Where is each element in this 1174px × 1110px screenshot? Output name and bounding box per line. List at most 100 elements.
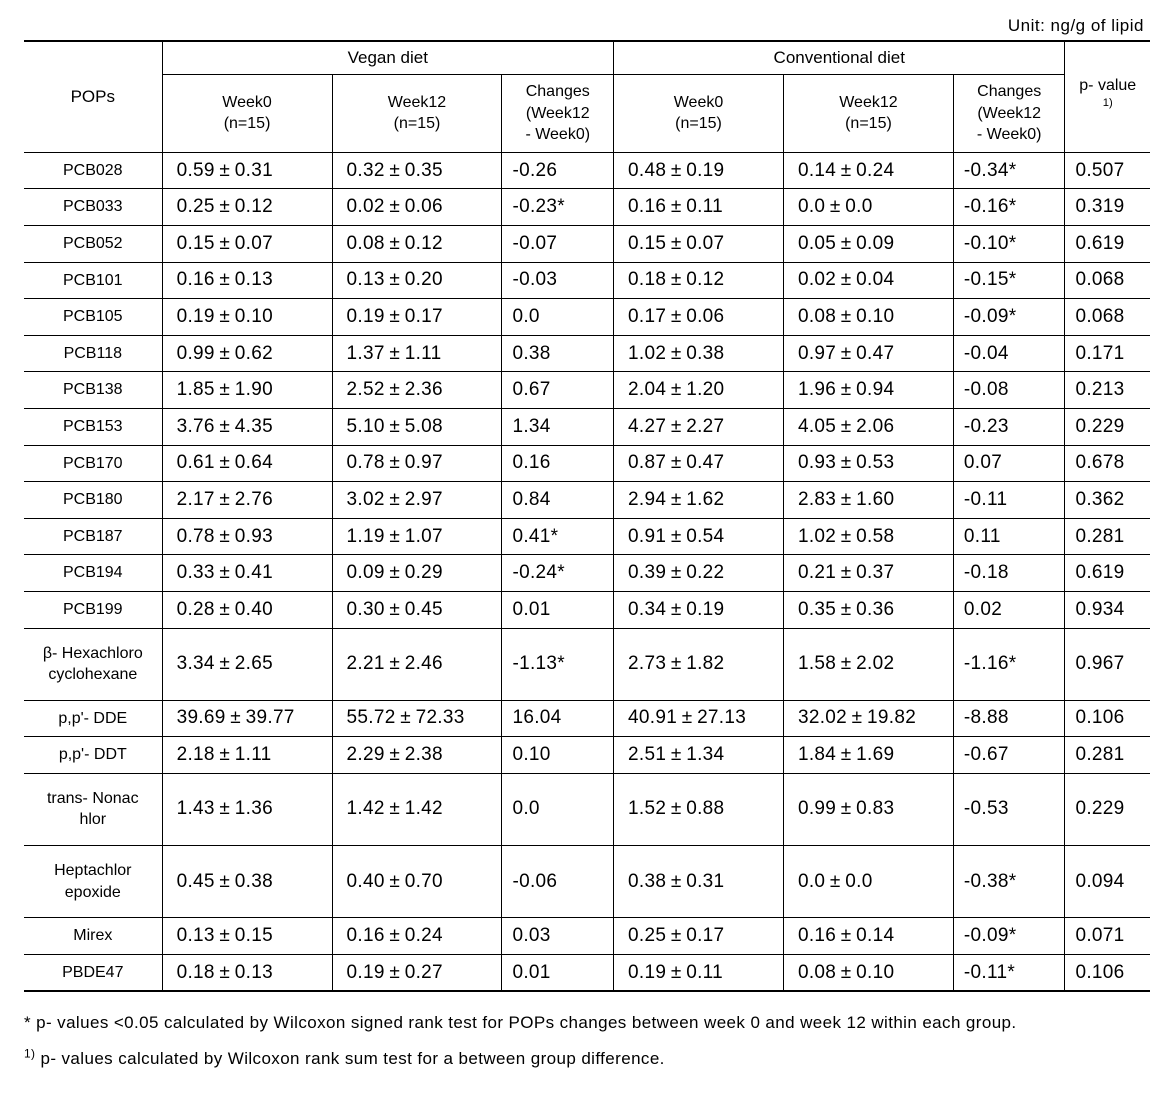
row-label: PCB170 <box>24 445 162 482</box>
vegan-week12: 0.78±0.97 <box>332 445 502 482</box>
table-row: PCB0520.15±0.070.08±0.12-0.070.15±0.070.… <box>24 225 1150 262</box>
conv-week12: 0.35±0.36 <box>783 591 953 628</box>
conv-week0: 0.91±0.54 <box>614 518 784 555</box>
row-label: PCB138 <box>24 372 162 409</box>
vegan-week0: 2.17±2.76 <box>162 482 332 519</box>
vegan-change: 0.67 <box>502 372 614 409</box>
vegan-week0: 0.15±0.07 <box>162 225 332 262</box>
p-value: 0.229 <box>1065 408 1150 445</box>
row-label: PCB199 <box>24 591 162 628</box>
header-conventional: Conventional diet <box>614 41 1065 75</box>
table-row: PCB1010.16±0.130.13±0.20-0.030.18±0.120.… <box>24 262 1150 299</box>
table-row: PCB1381.85±1.902.52±2.360.672.04±1.201.9… <box>24 372 1150 409</box>
table-row: β- Hexachlorocyclohexane3.34±2.652.21±2.… <box>24 628 1150 700</box>
vegan-change: -0.24* <box>502 555 614 592</box>
conv-week12: 0.05±0.09 <box>783 225 953 262</box>
p-value: 0.934 <box>1065 591 1150 628</box>
table-row: PCB0330.25±0.120.02±0.06-0.23*0.16±0.110… <box>24 189 1150 226</box>
conv-week12: 0.21±0.37 <box>783 555 953 592</box>
vegan-week12: 0.16±0.24 <box>332 918 502 955</box>
vegan-change: -0.23* <box>502 189 614 226</box>
row-label: PCB118 <box>24 335 162 372</box>
header-vegan-week12: Week12(n=15) <box>332 75 502 153</box>
row-label: PCB180 <box>24 482 162 519</box>
conv-week0: 1.02±0.38 <box>614 335 784 372</box>
vegan-week0: 3.76±4.35 <box>162 408 332 445</box>
table-row: PCB1990.28±0.400.30±0.450.010.34±0.190.3… <box>24 591 1150 628</box>
p-value: 0.507 <box>1065 152 1150 189</box>
row-label: PCB105 <box>24 299 162 336</box>
p-value: 0.106 <box>1065 954 1150 991</box>
conv-change: 0.02 <box>953 591 1065 628</box>
conv-week0: 0.39±0.22 <box>614 555 784 592</box>
p-value: 0.619 <box>1065 225 1150 262</box>
header-vegan: Vegan diet <box>162 41 613 75</box>
p-value: 0.678 <box>1065 445 1150 482</box>
conv-change: -0.11 <box>953 482 1065 519</box>
conv-week12: 1.02±0.58 <box>783 518 953 555</box>
vegan-week0: 0.33±0.41 <box>162 555 332 592</box>
header-vegan-week0: Week0(n=15) <box>162 75 332 153</box>
conv-week0: 4.27±2.27 <box>614 408 784 445</box>
row-label: PCB153 <box>24 408 162 445</box>
vegan-week0: 0.59±0.31 <box>162 152 332 189</box>
row-label: Heptachlorepoxide <box>24 846 162 918</box>
conv-week0: 0.38±0.31 <box>614 846 784 918</box>
p-value: 0.281 <box>1065 518 1150 555</box>
footnote-one: 1) p- values calculated by Wilcoxon rank… <box>24 1042 1150 1076</box>
vegan-week12: 2.29±2.38 <box>332 737 502 774</box>
conv-week12: 0.14±0.24 <box>783 152 953 189</box>
conv-week12: 4.05±2.06 <box>783 408 953 445</box>
conv-week12: 1.58±2.02 <box>783 628 953 700</box>
conv-change: -0.09* <box>953 299 1065 336</box>
vegan-week12: 0.13±0.20 <box>332 262 502 299</box>
vegan-week12: 0.09±0.29 <box>332 555 502 592</box>
p-value: 0.319 <box>1065 189 1150 226</box>
vegan-week0: 0.61±0.64 <box>162 445 332 482</box>
conv-week12: 0.0±0.0 <box>783 189 953 226</box>
vegan-week12: 2.52±2.36 <box>332 372 502 409</box>
conv-change: -0.10* <box>953 225 1065 262</box>
page: Unit: ng/g of lipid POPs Vegan diet Conv… <box>0 0 1174 1110</box>
table-row: trans- Nonachlor1.43±1.361.42±1.420.01.5… <box>24 773 1150 845</box>
table-row: PCB1700.61±0.640.78±0.970.160.87±0.470.9… <box>24 445 1150 482</box>
vegan-change: 0.01 <box>502 954 614 991</box>
vegan-change: 0.0 <box>502 299 614 336</box>
vegan-week12: 0.08±0.12 <box>332 225 502 262</box>
vegan-week0: 0.78±0.93 <box>162 518 332 555</box>
p-value: 0.106 <box>1065 700 1150 737</box>
conv-change: -1.16* <box>953 628 1065 700</box>
table-row: PCB1940.33±0.410.09±0.29-0.24*0.39±0.220… <box>24 555 1150 592</box>
vegan-week0: 1.85±1.90 <box>162 372 332 409</box>
header-conv-week12: Week12(n=15) <box>783 75 953 153</box>
vegan-week0: 0.99±0.62 <box>162 335 332 372</box>
vegan-change: 0.38 <box>502 335 614 372</box>
p-value: 0.171 <box>1065 335 1150 372</box>
row-label: PCB033 <box>24 189 162 226</box>
row-label: PCB194 <box>24 555 162 592</box>
vegan-week0: 0.45±0.38 <box>162 846 332 918</box>
row-label: trans- Nonachlor <box>24 773 162 845</box>
vegan-week12: 0.32±0.35 <box>332 152 502 189</box>
vegan-change: 0.03 <box>502 918 614 955</box>
row-label: Mirex <box>24 918 162 955</box>
p-value: 0.071 <box>1065 918 1150 955</box>
conv-week0: 0.87±0.47 <box>614 445 784 482</box>
conv-week12: 0.08±0.10 <box>783 954 953 991</box>
conv-week12: 0.16±0.14 <box>783 918 953 955</box>
vegan-change: 0.41* <box>502 518 614 555</box>
p-value: 0.213 <box>1065 372 1150 409</box>
p-value: 0.967 <box>1065 628 1150 700</box>
conv-week12: 2.83±1.60 <box>783 482 953 519</box>
conv-week0: 0.34±0.19 <box>614 591 784 628</box>
vegan-week12: 1.19±1.07 <box>332 518 502 555</box>
conv-week0: 2.51±1.34 <box>614 737 784 774</box>
conv-change: -0.34* <box>953 152 1065 189</box>
conv-week0: 40.91±27.13 <box>614 700 784 737</box>
conv-change: -0.67 <box>953 737 1065 774</box>
footnotes: * p- values <0.05 calculated by Wilcoxon… <box>24 1006 1150 1076</box>
vegan-change: -0.06 <box>502 846 614 918</box>
conv-week0: 0.17±0.06 <box>614 299 784 336</box>
conv-week0: 2.73±1.82 <box>614 628 784 700</box>
conv-change: 0.07 <box>953 445 1065 482</box>
